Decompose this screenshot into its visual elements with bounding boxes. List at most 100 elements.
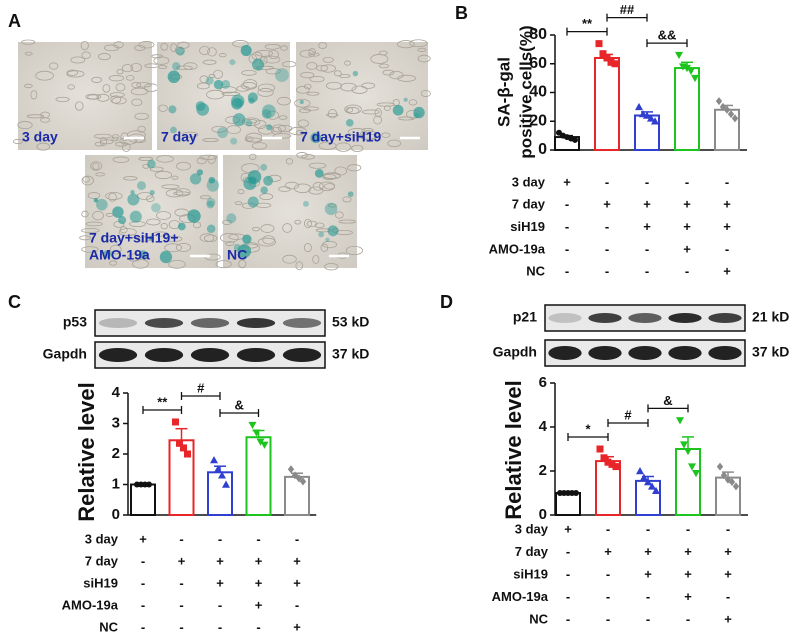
cell (294, 219, 302, 225)
cell (80, 40, 89, 51)
cell (40, 111, 50, 119)
cell (116, 69, 124, 75)
data-point (600, 454, 608, 462)
data-point (640, 473, 648, 481)
blot-band (190, 318, 230, 328)
condition-sign: - (685, 264, 689, 279)
cell (99, 136, 107, 147)
stain (93, 197, 99, 203)
cell (221, 91, 241, 97)
condition-name: 3 day (512, 174, 546, 189)
condition-sign: - (605, 219, 609, 234)
cell (251, 142, 268, 150)
data-point (607, 58, 615, 66)
cell (257, 83, 276, 93)
condition-sign: + (563, 174, 571, 189)
cell (335, 211, 344, 219)
stain (208, 176, 216, 184)
cell (30, 90, 38, 100)
stain (318, 231, 324, 238)
cell (168, 260, 186, 269)
cell (409, 39, 428, 48)
cell (115, 83, 126, 92)
cell (100, 235, 112, 242)
stain (235, 98, 244, 107)
cell (90, 161, 103, 171)
micrograph: 7 day+siH19 (289, 39, 431, 152)
blot-band (628, 313, 662, 323)
stain (168, 105, 177, 114)
stain (231, 98, 243, 110)
stain (237, 244, 252, 258)
cell (130, 62, 142, 72)
y-tick-label: 0 (538, 141, 547, 158)
y-axis-label: Relative level (501, 380, 526, 519)
cell (347, 128, 367, 136)
condition-sign: + (683, 197, 691, 212)
cell (301, 154, 315, 160)
blot-band (282, 318, 322, 328)
cell (278, 186, 291, 192)
blot-band (708, 346, 742, 360)
condition-name: siH19 (83, 575, 118, 590)
cell (312, 254, 320, 264)
blot-label: p21 (513, 309, 537, 325)
cell (160, 223, 168, 230)
blot-label: p53 (63, 314, 87, 330)
cell (207, 154, 216, 164)
cell (181, 131, 199, 138)
cell (280, 45, 288, 51)
stain (240, 45, 252, 57)
cell (345, 245, 363, 256)
condition-sign: + (684, 544, 692, 559)
condition-sign: - (646, 611, 650, 626)
condition-sign: + (178, 553, 186, 568)
y-tick-label: 0 (539, 506, 547, 523)
stain (205, 76, 214, 85)
cell (243, 79, 258, 89)
cell (137, 125, 146, 133)
blot-band (98, 348, 138, 362)
cell (334, 166, 348, 176)
data-point (688, 463, 696, 471)
stain (310, 132, 322, 144)
stain (324, 202, 338, 216)
condition-sign: + (643, 197, 651, 212)
cell (131, 81, 142, 89)
blot-band (588, 346, 622, 360)
cell (374, 108, 382, 118)
cell (108, 192, 117, 202)
stain (230, 137, 238, 145)
cell (199, 195, 212, 200)
cell (306, 220, 318, 228)
blot-label: Gapdh (43, 346, 87, 362)
data-point (647, 114, 655, 122)
cell (281, 61, 297, 68)
micrograph: 3 day (12, 39, 159, 152)
condition-sign: - (179, 597, 183, 612)
image-label: AMO-19a (89, 247, 150, 263)
cell (303, 243, 312, 253)
cell (268, 49, 279, 60)
cell (338, 219, 356, 224)
cell (312, 182, 324, 191)
significance-label: ** (582, 16, 593, 31)
cell (161, 184, 180, 190)
data-point (676, 417, 684, 425)
condition-sign: - (141, 597, 145, 612)
data-point (572, 136, 578, 143)
cell (202, 59, 217, 65)
cell (151, 231, 169, 237)
condition-sign: - (179, 531, 183, 546)
blot-band (190, 348, 230, 362)
condition-sign: + (724, 611, 732, 626)
data-point (727, 110, 735, 119)
cell (296, 152, 308, 159)
condition-sign: - (566, 589, 570, 604)
condition-sign: + (604, 544, 612, 559)
cell (112, 156, 130, 163)
cell (109, 244, 122, 255)
data-point (184, 450, 191, 458)
cell (324, 262, 339, 271)
cell (325, 81, 342, 90)
